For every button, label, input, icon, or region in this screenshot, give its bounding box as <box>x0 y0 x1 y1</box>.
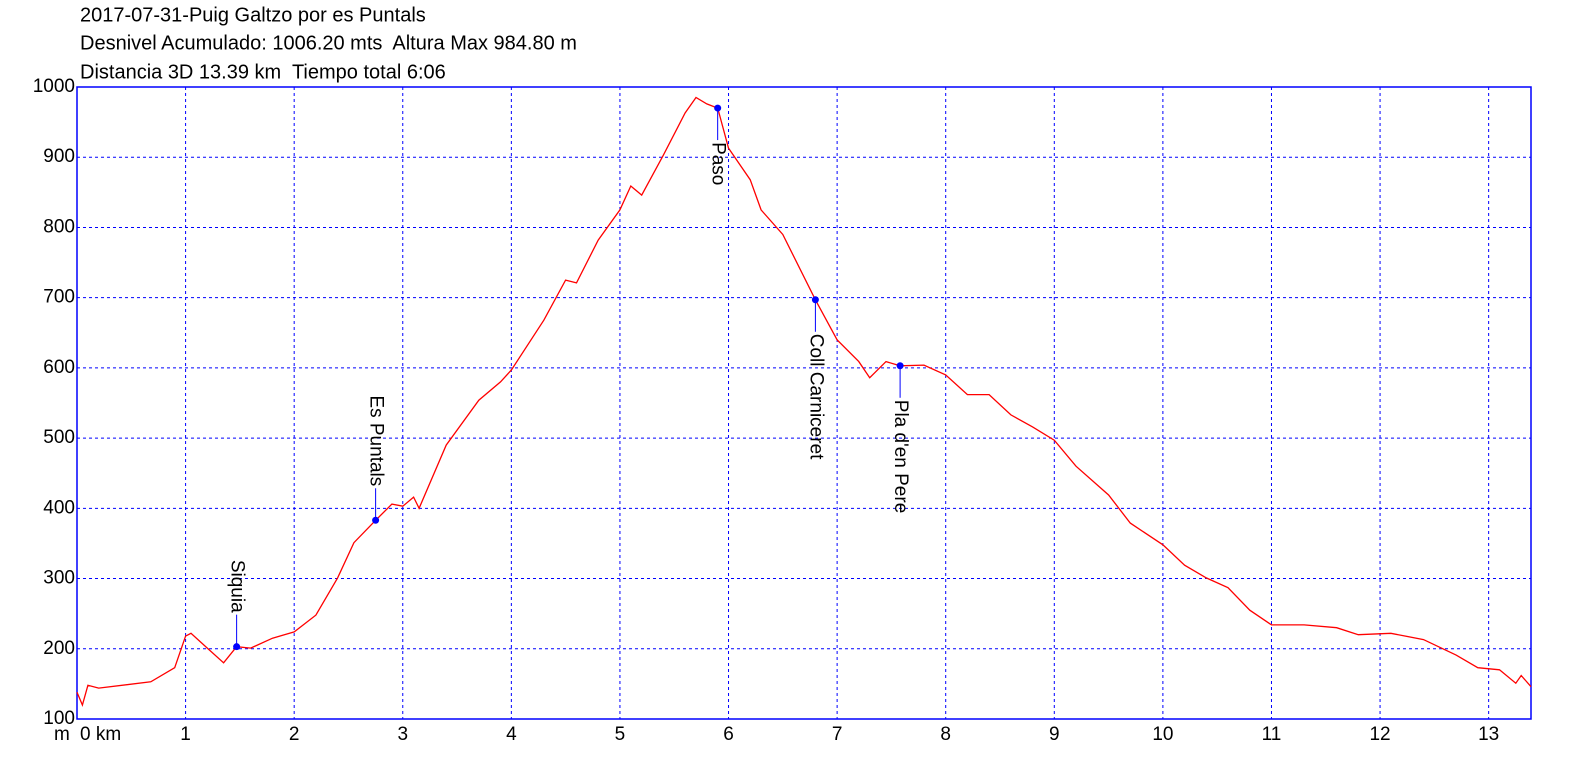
chart-subtitle: Distancia 3D 13.39 km Tiempo total 6:06 <box>80 61 446 83</box>
y-tick-label: 200 <box>43 638 75 659</box>
x-tick-label: 13 <box>1478 724 1499 745</box>
x-tick-label: 4 <box>506 724 517 745</box>
y-tick-label: 600 <box>43 357 75 378</box>
y-tick-label: 300 <box>43 568 75 589</box>
x-tick-label: 10 <box>1152 724 1173 745</box>
x-tick-label: 1 <box>180 724 191 745</box>
x-tick-label: 3 <box>397 724 408 745</box>
annotation-label: Siquia <box>227 560 248 613</box>
annotation-label: Paso <box>708 142 729 185</box>
y-tick-label: 700 <box>43 287 75 308</box>
elevation-line <box>76 96 1532 707</box>
x-tick-label: 11 <box>1262 724 1282 745</box>
annotation-label: Coll Carniceret <box>805 334 826 460</box>
x-tick-label: 8 <box>940 724 951 745</box>
chart-title: 2017-07-31-Puig Galtzo por es Puntals <box>80 4 426 26</box>
waypoint <box>233 643 241 651</box>
y-tick-label: 1000 <box>33 76 75 97</box>
chart-subtitle: Desnivel Acumulado: 1006.20 mts Altura M… <box>80 32 577 54</box>
annotation-label: Es Puntals <box>366 395 387 486</box>
x-tick-label: 12 <box>1369 724 1390 745</box>
y-tick-label: 800 <box>43 216 75 237</box>
x-tick-label: 7 <box>832 724 843 745</box>
y-tick-label: 900 <box>43 146 75 167</box>
y-tick-label: 500 <box>43 427 75 448</box>
x-tick-label: 9 <box>1049 724 1060 745</box>
waypoint <box>714 104 722 112</box>
annotation-label: Pla d'en Pere <box>890 400 911 513</box>
waypoint <box>372 516 380 524</box>
waypoint <box>896 362 904 370</box>
plot-frame <box>76 86 1532 720</box>
x-tick-label: 5 <box>615 724 626 745</box>
waypoint <box>811 296 819 304</box>
x-tick-label: 0 km <box>80 724 121 745</box>
y-tick-label: 400 <box>43 497 75 518</box>
x-tick-label: 6 <box>723 724 734 745</box>
y-unit: m <box>54 724 70 745</box>
x-tick-label: 2 <box>289 724 300 745</box>
y-tick-label: 100 <box>43 708 75 729</box>
